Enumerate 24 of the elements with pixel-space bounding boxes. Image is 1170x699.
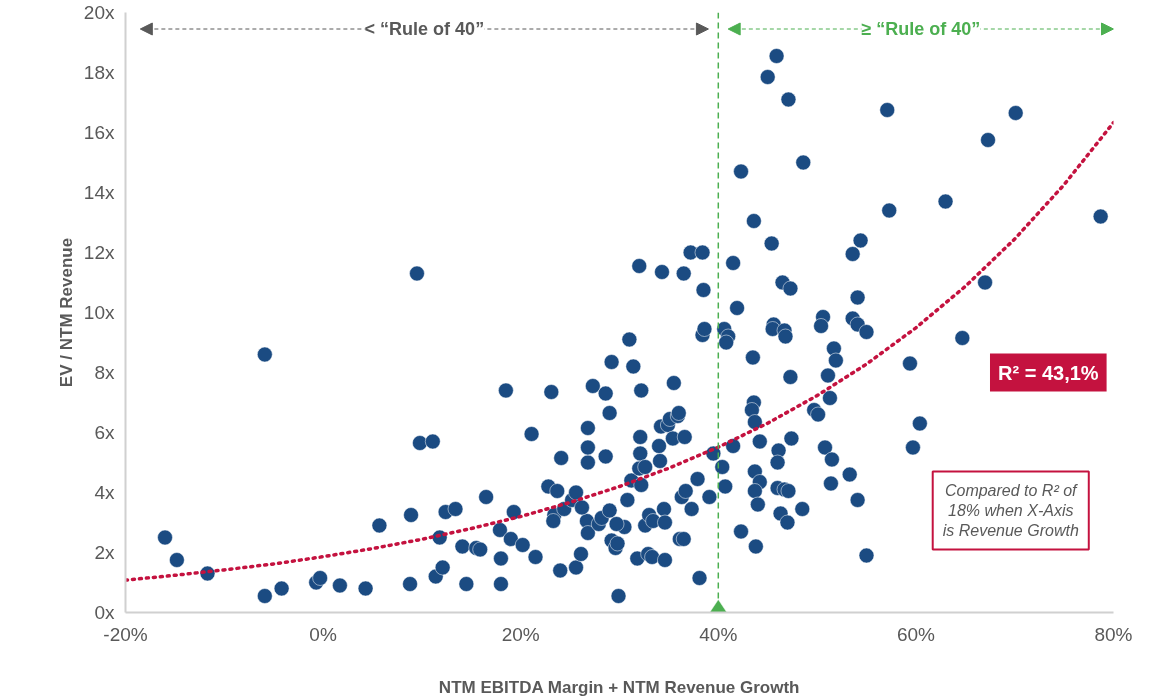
x-axis-title: NTM EBITDA Margin + NTM Revenue Growth — [438, 677, 800, 697]
annotation: R² = 43,1% — [997, 361, 1099, 384]
x-tick-label: 60% — [896, 623, 936, 645]
y-tick-label: 14x — [83, 182, 115, 203]
y-tick-label: 4x — [94, 482, 115, 503]
annotation: ≥ “Rule of 40” — [861, 19, 981, 39]
x-tick-label: 0% — [309, 623, 337, 645]
x-tick-label: -20% — [103, 623, 148, 645]
line-series — [125, 120, 1114, 582]
y-tick-label: 18x — [83, 62, 115, 83]
y-tick-label: 12x — [83, 242, 115, 263]
x-tick-label: 80% — [1094, 623, 1133, 645]
annotation: Compared to R² of 18% when X-Axis is Revenue Growth — [942, 481, 1079, 540]
y-tick-label: 6x — [94, 422, 115, 443]
y-tick-label: 8x — [94, 362, 115, 383]
annotation: < “Rule of 40” — [364, 19, 485, 39]
y-tick-label: 16x — [83, 122, 115, 143]
y-axis-title: EV / NTM Revenue — [56, 237, 76, 388]
y-tick-label: 2x — [94, 542, 115, 563]
y-tick-label: 20x — [83, 2, 115, 23]
y-tick-label: 0x — [94, 602, 115, 623]
x-tick-label: 40% — [699, 623, 738, 645]
y-tick-label: 10x — [83, 302, 115, 323]
x-tick-label: 20% — [501, 623, 540, 645]
